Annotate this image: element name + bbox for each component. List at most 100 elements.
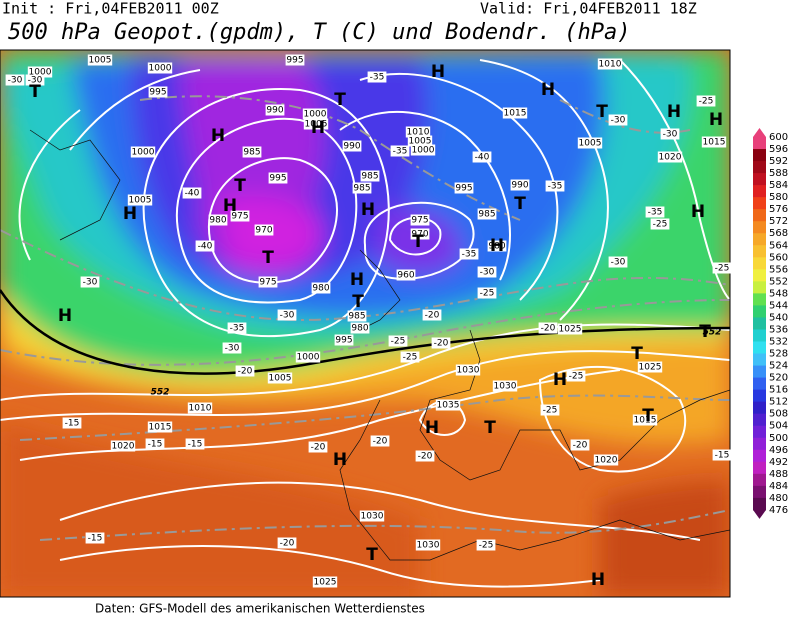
- isobar-label: 1015: [504, 109, 527, 119]
- temperature-label-box: [62, 417, 82, 429]
- colorbar-swatch: [753, 245, 766, 258]
- temperature-label-box: [400, 351, 420, 363]
- isobar-label-box: [267, 372, 293, 384]
- colorbar-swatch: [753, 293, 766, 306]
- colorbar-cap: [753, 128, 766, 137]
- isobar-label-box: [258, 276, 278, 288]
- isobar-label-box: [187, 402, 213, 414]
- isobar-label-box: [342, 140, 362, 152]
- isobar-label: 1015: [634, 416, 657, 426]
- temperature-label: -15: [188, 440, 203, 450]
- isobar-label-box: [510, 179, 530, 191]
- colorbar-swatch: [753, 161, 766, 174]
- temperature-label-box: [277, 537, 297, 549]
- temperature-label: -20: [434, 339, 449, 349]
- temperature-label: -15: [715, 451, 730, 461]
- temperature-label-box: [80, 276, 100, 288]
- pressure-center: T: [334, 90, 346, 110]
- temperature-label: -20: [541, 324, 556, 334]
- colorbar-label: 480: [769, 493, 788, 504]
- isobar-label-box: [27, 66, 53, 78]
- isobar-label-box: [148, 86, 168, 98]
- temperature-label-box: [608, 114, 628, 126]
- pressure-center: T: [29, 82, 41, 102]
- temperature-label: -30: [28, 76, 43, 86]
- pressure-center: H: [311, 118, 325, 138]
- isobar-label-box: [557, 323, 583, 335]
- colorbar-label: 528: [769, 349, 788, 360]
- temperature-label-box: [712, 449, 732, 461]
- colorbar-swatch: [753, 353, 766, 367]
- colorbar-label: 504: [769, 421, 788, 432]
- valid-time: Valid: Fri,04FEB2011 18Z: [480, 0, 697, 18]
- colorbar-label: 548: [769, 288, 788, 299]
- temperature-label: -25: [403, 353, 418, 363]
- colorbar-swatch: [753, 497, 766, 511]
- temperature-label: -30: [8, 76, 23, 86]
- isobar-label: 995: [149, 88, 166, 98]
- pressure-center: H: [223, 196, 237, 216]
- colorbar-swatch: [753, 305, 766, 318]
- temperature-label: -30: [480, 268, 495, 278]
- colorbar-swatch: [753, 341, 766, 355]
- isobar-label-box: [285, 54, 305, 66]
- temperature-label-box: [645, 206, 665, 218]
- isobar-label-box: [632, 414, 658, 426]
- temperature-label-box: [85, 532, 105, 544]
- temperature-label: -35: [370, 73, 385, 83]
- colorbar-label: 508: [769, 409, 788, 420]
- colorbar-swatch: [753, 401, 766, 415]
- isobar-label: 1030: [457, 366, 480, 376]
- temperature-label-box: [477, 287, 497, 299]
- isobar-label-box: [593, 454, 619, 466]
- isobar-label: 980: [312, 284, 329, 294]
- temperature-label: -20: [573, 441, 588, 451]
- temperature-label-box: [415, 450, 435, 462]
- isobar-label: 975: [411, 216, 428, 226]
- colorbar-label: 512: [769, 397, 788, 408]
- isobar-label: 1020: [112, 442, 135, 452]
- isobar-label-box: [87, 54, 113, 66]
- pressure-center: T: [642, 406, 654, 426]
- isobar-label: 1000: [29, 68, 52, 78]
- pressure-center: H: [553, 370, 567, 390]
- pressure-center: T: [412, 232, 424, 252]
- temperature-label: -35: [548, 182, 563, 192]
- isobar-label-box: [242, 146, 262, 158]
- isobar-label: 985: [243, 148, 260, 158]
- isobar-label: 995: [286, 56, 303, 66]
- colorbar-label: 476: [769, 505, 788, 516]
- colorbar-label: 540: [769, 312, 788, 323]
- colorbar-label: 488: [769, 469, 788, 480]
- isobar-label-box: [360, 170, 380, 182]
- pressure-center: H: [667, 102, 681, 122]
- isobar-label: 985: [478, 210, 495, 220]
- colorbar-label: 536: [769, 324, 788, 335]
- isobar-label: 1030: [361, 512, 384, 522]
- isobar-label-box: [347, 310, 367, 322]
- colorbar-label: 560: [769, 252, 788, 263]
- isobar-label: 990: [343, 142, 360, 152]
- colorbar-swatch: [753, 485, 766, 499]
- temperature-label: -15: [65, 419, 80, 429]
- temperature-label-box: [390, 145, 410, 157]
- pressure-center: H: [333, 450, 347, 470]
- map-frame: [0, 49, 731, 598]
- pressure-center: H: [211, 126, 225, 146]
- temperature-label-box: [696, 95, 716, 107]
- pressure-center: H: [425, 418, 439, 438]
- isobar-label-box: [110, 440, 136, 452]
- temperature-label-box: [227, 322, 247, 334]
- isobar-label-box: [502, 107, 528, 119]
- isobar-label: 1000: [297, 353, 320, 363]
- temperature-label-box: [277, 309, 297, 321]
- colorbar-label: 580: [769, 192, 788, 203]
- temperature-label: -35: [393, 147, 408, 157]
- pressure-center: H: [361, 200, 375, 220]
- map-title: 500 hPa Geopot.(gpdm), T (C) und Bodendr…: [8, 20, 631, 45]
- isobar-label: 995: [269, 174, 286, 184]
- isobar-label-box: [455, 364, 481, 376]
- pressure-center: T: [234, 176, 246, 196]
- temperature-label-box: [185, 438, 205, 450]
- colorbar-swatch: [753, 233, 766, 246]
